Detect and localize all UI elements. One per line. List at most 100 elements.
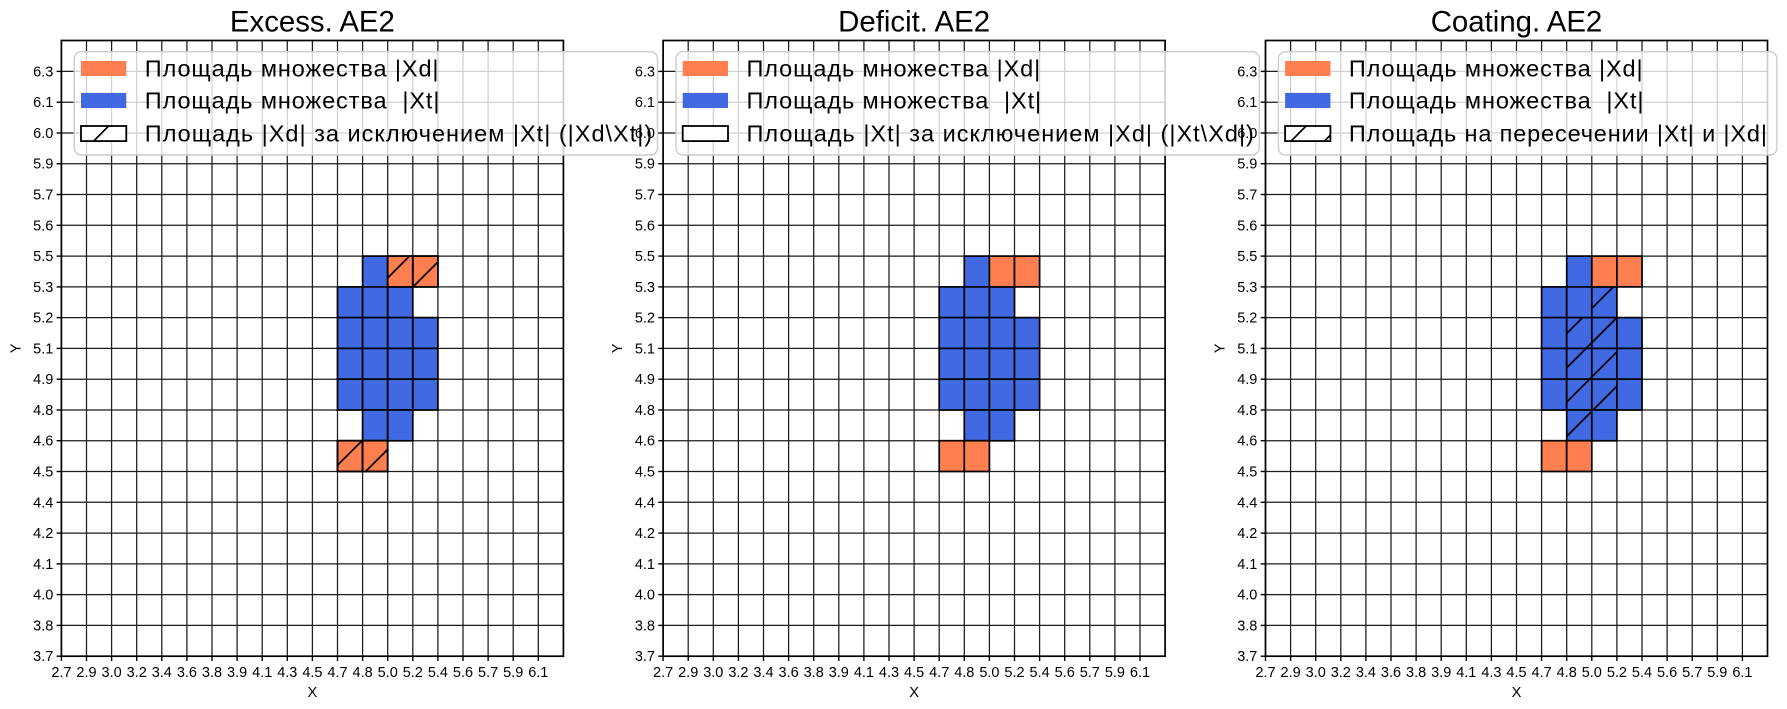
svg-text:Deficit. AE2: Deficit. AE2 <box>838 6 990 39</box>
svg-text:5.1: 5.1 <box>1237 341 1257 357</box>
svg-text:5.1: 5.1 <box>635 341 655 357</box>
svg-text:3.0: 3.0 <box>102 665 122 681</box>
svg-text:6.1: 6.1 <box>33 95 53 111</box>
svg-text:5.6: 5.6 <box>453 665 473 681</box>
svg-text:Площадь |Xt| за исключением |X: Площадь |Xt| за исключением |Xd| (|Xt\Xd… <box>747 121 1255 147</box>
svg-text:4.2: 4.2 <box>33 526 53 542</box>
svg-text:5.6: 5.6 <box>1055 665 1075 681</box>
svg-text:Y: Y <box>1213 343 1229 353</box>
svg-text:4.1: 4.1 <box>854 665 874 681</box>
svg-text:X: X <box>1512 685 1522 701</box>
svg-text:3.7: 3.7 <box>635 649 655 665</box>
svg-text:3.9: 3.9 <box>1431 665 1451 681</box>
svg-text:4.9: 4.9 <box>33 372 53 388</box>
svg-text:4.0: 4.0 <box>33 588 53 604</box>
svg-text:6.1: 6.1 <box>635 95 655 111</box>
svg-text:Площадь множества |Xd|: Площадь множества |Xd| <box>145 56 440 82</box>
svg-text:Площадь множества |Xd|: Площадь множества |Xd| <box>1349 56 1644 82</box>
svg-text:5.5: 5.5 <box>635 249 655 265</box>
svg-text:3.8: 3.8 <box>1237 618 1257 634</box>
svg-text:Площадь |Xd| за исключением |X: Площадь |Xd| за исключением |Xt| (|Xd\Xt… <box>145 121 653 147</box>
svg-text:6.1: 6.1 <box>528 665 548 681</box>
svg-text:4.5: 4.5 <box>904 665 924 681</box>
svg-text:3.2: 3.2 <box>127 665 147 681</box>
svg-text:5.7: 5.7 <box>1682 665 1702 681</box>
svg-text:3.6: 3.6 <box>1381 665 1401 681</box>
svg-text:5.4: 5.4 <box>428 665 448 681</box>
svg-text:Площадь множества |Xd|: Площадь множества |Xd| <box>747 56 1042 82</box>
svg-text:5.3: 5.3 <box>1237 280 1257 296</box>
svg-text:4.5: 4.5 <box>33 465 53 481</box>
svg-text:4.3: 4.3 <box>879 665 899 681</box>
svg-text:3.7: 3.7 <box>33 649 53 665</box>
svg-text:Площадь множества |Xt|: Площадь множества |Xt| <box>1349 88 1645 114</box>
svg-text:4.1: 4.1 <box>252 665 272 681</box>
svg-text:6.0: 6.0 <box>33 126 53 142</box>
svg-text:5.0: 5.0 <box>1582 665 1602 681</box>
svg-text:5.0: 5.0 <box>979 665 999 681</box>
svg-text:3.8: 3.8 <box>635 618 655 634</box>
svg-text:5.7: 5.7 <box>478 665 498 681</box>
svg-text:4.5: 4.5 <box>1237 465 1257 481</box>
svg-text:5.6: 5.6 <box>1237 218 1257 234</box>
svg-text:4.9: 4.9 <box>1237 372 1257 388</box>
svg-text:2.9: 2.9 <box>1281 665 1301 681</box>
svg-text:4.8: 4.8 <box>1557 665 1577 681</box>
svg-text:5.2: 5.2 <box>403 665 423 681</box>
svg-text:3.4: 3.4 <box>152 665 172 681</box>
svg-text:5.7: 5.7 <box>33 188 53 204</box>
svg-text:4.6: 4.6 <box>1237 434 1257 450</box>
svg-text:2.9: 2.9 <box>76 665 96 681</box>
svg-text:5.3: 5.3 <box>635 280 655 296</box>
svg-text:5.2: 5.2 <box>1004 665 1024 681</box>
svg-text:4.6: 4.6 <box>33 434 53 450</box>
svg-text:4.7: 4.7 <box>1532 665 1552 681</box>
svg-text:4.5: 4.5 <box>1506 665 1526 681</box>
svg-text:5.6: 5.6 <box>33 218 53 234</box>
svg-text:6.3: 6.3 <box>1237 64 1257 80</box>
svg-text:3.8: 3.8 <box>804 665 824 681</box>
svg-text:4.5: 4.5 <box>302 665 322 681</box>
svg-text:Y: Y <box>610 343 626 353</box>
svg-text:5.7: 5.7 <box>635 188 655 204</box>
svg-text:4.1: 4.1 <box>33 557 53 573</box>
svg-text:4.1: 4.1 <box>1237 557 1257 573</box>
svg-text:3.6: 3.6 <box>177 665 197 681</box>
svg-text:5.9: 5.9 <box>1105 665 1125 681</box>
svg-text:5.9: 5.9 <box>635 157 655 173</box>
svg-text:3.0: 3.0 <box>703 665 723 681</box>
svg-text:5.6: 5.6 <box>635 218 655 234</box>
svg-text:6.0: 6.0 <box>635 126 655 142</box>
svg-text:Coating. AE2: Coating. AE2 <box>1431 6 1603 39</box>
svg-text:Excess. AE2: Excess. AE2 <box>230 6 395 39</box>
svg-text:4.8: 4.8 <box>635 403 655 419</box>
svg-text:5.0: 5.0 <box>378 665 398 681</box>
svg-text:4.9: 4.9 <box>635 372 655 388</box>
svg-text:4.7: 4.7 <box>929 665 949 681</box>
svg-text:5.9: 5.9 <box>1707 665 1727 681</box>
svg-text:5.9: 5.9 <box>33 157 53 173</box>
svg-text:Площадь множества |Xt|: Площадь множества |Xt| <box>747 88 1043 114</box>
svg-text:4.4: 4.4 <box>33 495 53 511</box>
svg-text:5.2: 5.2 <box>1237 311 1257 327</box>
svg-text:4.4: 4.4 <box>1237 495 1257 511</box>
svg-text:Площадь на пересечении |Xt| и: Площадь на пересечении |Xt| и |Xd| <box>1349 121 1768 147</box>
svg-text:4.8: 4.8 <box>954 665 974 681</box>
svg-text:3.2: 3.2 <box>728 665 748 681</box>
svg-text:3.8: 3.8 <box>202 665 222 681</box>
svg-text:6.1: 6.1 <box>1130 665 1150 681</box>
svg-text:5.5: 5.5 <box>1237 249 1257 265</box>
svg-text:3.4: 3.4 <box>1356 665 1376 681</box>
svg-text:3.7: 3.7 <box>1237 649 1257 665</box>
svg-text:4.0: 4.0 <box>635 588 655 604</box>
svg-text:5.7: 5.7 <box>1080 665 1100 681</box>
svg-text:4.3: 4.3 <box>277 665 297 681</box>
svg-text:3.0: 3.0 <box>1306 665 1326 681</box>
svg-text:6.1: 6.1 <box>1237 95 1257 111</box>
svg-text:4.6: 4.6 <box>635 434 655 450</box>
svg-text:4.7: 4.7 <box>327 665 347 681</box>
svg-text:6.0: 6.0 <box>1237 126 1257 142</box>
svg-text:5.9: 5.9 <box>1237 157 1257 173</box>
svg-text:2.7: 2.7 <box>653 665 673 681</box>
svg-text:4.5: 4.5 <box>635 465 655 481</box>
